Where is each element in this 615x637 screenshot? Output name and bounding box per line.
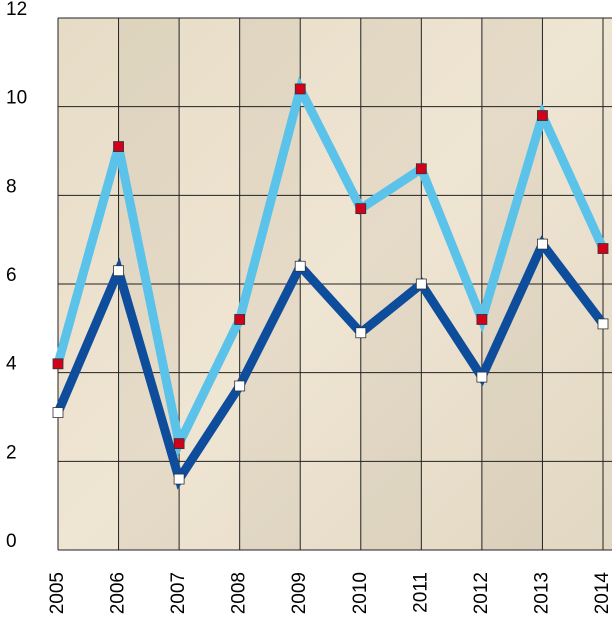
x-tick-label: 2007 (168, 572, 189, 614)
y-tick-label: 6 (6, 265, 17, 286)
point-marker (52, 407, 64, 418)
point-marker (597, 318, 609, 330)
point-marker (173, 473, 185, 485)
point-marker (234, 380, 246, 392)
point-marker (173, 438, 185, 450)
x-tick-label: 2010 (350, 572, 371, 614)
x-tick-label: 2013 (531, 572, 552, 614)
point-marker (52, 358, 64, 370)
point-marker (476, 314, 488, 325)
point-marker (537, 110, 548, 121)
point-marker (476, 371, 488, 383)
point-marker (113, 141, 124, 152)
y-tick-label: 2 (6, 442, 17, 463)
x-tick-label: 2008 (229, 572, 250, 614)
y-tick-label: 4 (6, 354, 17, 375)
point-marker (355, 203, 367, 215)
series-line (53, 235, 607, 490)
x-tick-label: 2006 (108, 572, 129, 614)
y-tick-label: 0 (6, 531, 17, 552)
series-line (53, 76, 608, 458)
point-marker (415, 163, 427, 175)
y-tick-label: 12 (6, 0, 27, 20)
point-marker (113, 265, 124, 277)
x-tick-label: 2011 (410, 572, 431, 613)
x-tick-label: 2014 (592, 572, 613, 615)
point-marker (537, 238, 548, 250)
x-tick-label: 2005 (47, 572, 68, 614)
y-tick-label: 8 (6, 176, 17, 197)
y-tick-label: 10 (6, 88, 27, 109)
point-marker (294, 260, 306, 272)
point-marker (415, 278, 427, 290)
point-marker (597, 243, 609, 254)
point-marker (234, 314, 246, 325)
point-marker (294, 83, 306, 95)
x-tick-label: 2012 (471, 572, 492, 614)
x-tick-label: 2009 (289, 572, 310, 614)
point-marker (355, 327, 367, 339)
